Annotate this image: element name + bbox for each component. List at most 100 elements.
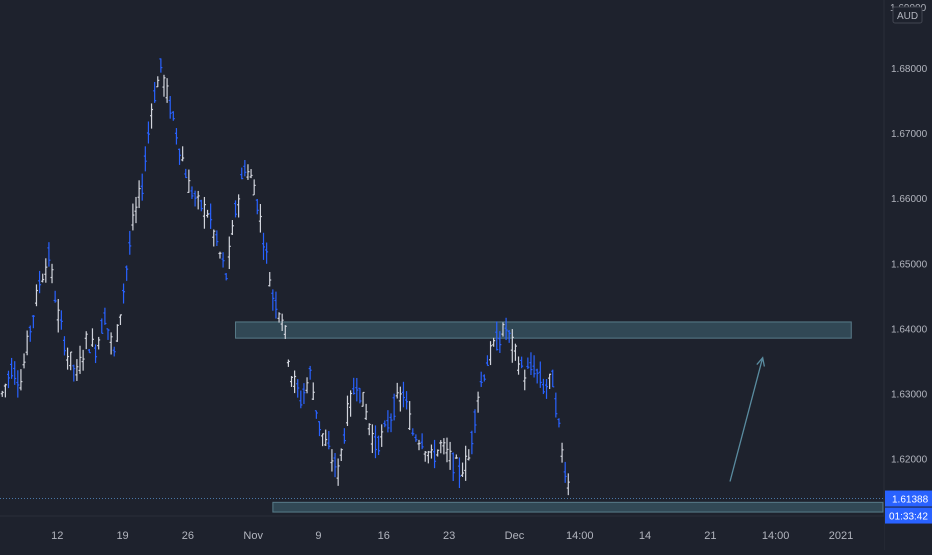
ohlc-bar[interactable] — [339, 448, 343, 462]
ohlc-bar[interactable] — [554, 392, 558, 418]
ohlc-bar[interactable] — [442, 438, 446, 455]
ohlc-bar[interactable] — [485, 355, 489, 367]
ohlc-bar[interactable] — [476, 391, 480, 413]
ohlc-bar[interactable] — [535, 368, 539, 384]
projection-arrow[interactable] — [729, 357, 764, 482]
ohlc-bar[interactable] — [470, 430, 474, 455]
ohlc-bar[interactable] — [274, 291, 278, 319]
ohlc-bar[interactable] — [377, 435, 381, 456]
ohlc-bar[interactable] — [159, 58, 163, 73]
ohlc-bar[interactable] — [215, 230, 219, 246]
ohlc-bar[interactable] — [109, 332, 113, 355]
ohlc-bar[interactable] — [218, 251, 222, 259]
ohlc-bar[interactable] — [193, 190, 197, 207]
ohlc-bar[interactable] — [187, 169, 191, 194]
ohlc-bar[interactable] — [62, 336, 66, 356]
ohlc-bar[interactable] — [6, 370, 10, 389]
ohlc-bar[interactable] — [19, 369, 23, 391]
ohlc-bar[interactable] — [517, 356, 521, 375]
ohlc-bar[interactable] — [199, 199, 203, 212]
ohlc-bar[interactable] — [212, 229, 216, 247]
ohlc-bar[interactable] — [84, 331, 88, 350]
ohlc-bar[interactable] — [50, 263, 54, 284]
ohlc-bar[interactable] — [237, 194, 241, 218]
ohlc-bar[interactable] — [252, 179, 256, 196]
ohlc-bar[interactable] — [230, 220, 234, 235]
ohlc-bar[interactable] — [398, 386, 402, 412]
ohlc-bar[interactable] — [153, 82, 157, 103]
ohlc-bar[interactable] — [557, 418, 561, 428]
ohlc-bar[interactable] — [417, 439, 421, 451]
ohlc-bar[interactable] — [162, 74, 166, 97]
ohlc-bar[interactable] — [165, 78, 169, 103]
ohlc-bar[interactable] — [190, 186, 194, 199]
ohlc-bar[interactable] — [289, 376, 293, 387]
ohlc-bar[interactable] — [414, 434, 418, 442]
ohlc-bar[interactable] — [311, 382, 315, 400]
ohlc-bar[interactable] — [196, 190, 200, 210]
ohlc-bar[interactable] — [72, 364, 76, 382]
ohlc-bar[interactable] — [501, 322, 505, 337]
ohlc-bar[interactable] — [345, 395, 349, 427]
ohlc-bar[interactable] — [401, 381, 405, 408]
ohlc-bar[interactable] — [321, 433, 325, 447]
time-axis[interactable] — [0, 516, 884, 550]
ohlc-bar[interactable] — [308, 365, 312, 380]
ohlc-bar[interactable] — [286, 359, 290, 367]
ohlc-bar[interactable] — [383, 420, 387, 428]
ohlc-bar[interactable] — [44, 258, 48, 283]
ohlc-bar[interactable] — [498, 331, 502, 353]
ohlc-bar[interactable] — [87, 349, 91, 354]
ohlc-bar[interactable] — [305, 377, 309, 394]
ohlc-bar[interactable] — [448, 441, 452, 470]
ohlc-bar[interactable] — [566, 473, 570, 496]
ohlc-bar[interactable] — [146, 121, 150, 144]
ohlc-bar[interactable] — [563, 461, 567, 483]
ohlc-bar[interactable] — [262, 232, 266, 260]
ohlc-bar[interactable] — [361, 391, 365, 407]
ohlc-bar[interactable] — [78, 345, 82, 374]
ohlc-bar[interactable] — [268, 272, 272, 287]
ohlc-bar[interactable] — [411, 428, 415, 436]
ohlc-bar[interactable] — [373, 425, 377, 459]
ohlc-bar[interactable] — [380, 424, 384, 447]
ohlc-bar[interactable] — [523, 369, 527, 391]
ohlc-bar[interactable] — [489, 341, 493, 366]
ohlc-bar[interactable] — [178, 148, 182, 165]
ohlc-bar[interactable] — [454, 454, 458, 459]
ohlc-bar[interactable] — [28, 325, 32, 342]
ohlc-bar[interactable] — [34, 284, 38, 307]
ohlc-bar[interactable] — [336, 458, 340, 486]
ohlc-bar[interactable] — [510, 329, 514, 363]
ohlc-bar[interactable] — [181, 146, 185, 162]
ohlc-bar[interactable] — [445, 437, 449, 463]
ohlc-bar[interactable] — [150, 103, 154, 129]
ohlc-bar[interactable] — [171, 111, 175, 121]
ohlc-bar[interactable] — [296, 379, 300, 398]
ohlc-bar[interactable] — [16, 370, 20, 398]
ohlc-bar[interactable] — [206, 209, 210, 218]
ohlc-bar[interactable] — [0, 390, 4, 397]
ohlc-bar[interactable] — [53, 290, 57, 303]
ohlc-bar[interactable] — [392, 393, 396, 421]
ohlc-bar[interactable] — [461, 462, 465, 477]
ohlc-bar[interactable] — [31, 315, 35, 329]
ohlc-bar[interactable] — [370, 424, 374, 454]
ohlc-bar[interactable] — [38, 270, 42, 294]
ohlc-bar[interactable] — [243, 160, 247, 177]
ohlc-bar[interactable] — [364, 403, 368, 420]
ohlc-bar[interactable] — [255, 199, 259, 215]
ohlc-bar[interactable] — [140, 173, 144, 201]
ohlc-bar[interactable] — [324, 429, 328, 446]
ohlc-bar[interactable] — [265, 242, 269, 264]
ohlc-bar[interactable] — [451, 452, 455, 481]
ohlc-bar[interactable] — [94, 344, 98, 364]
ohlc-bar[interactable] — [249, 169, 253, 179]
ohlc-bar[interactable] — [548, 373, 552, 389]
ohlc-bar[interactable] — [492, 337, 496, 347]
ohlc-bar[interactable] — [526, 357, 530, 369]
ohlc-bar[interactable] — [128, 230, 132, 255]
ohlc-bar[interactable] — [529, 352, 533, 376]
